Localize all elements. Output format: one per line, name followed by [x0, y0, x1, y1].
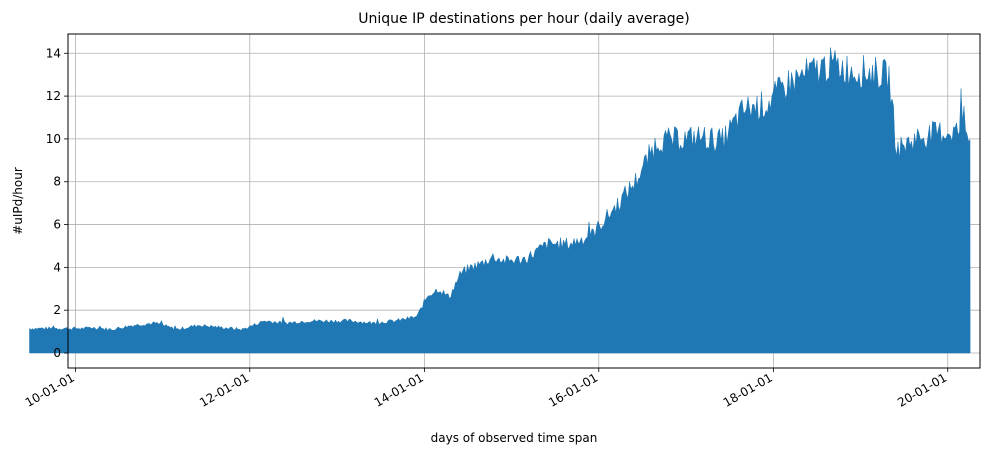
y-axis-label: #uIPd/hour [11, 167, 25, 235]
x-tick-label: 14-01-01 [372, 370, 426, 409]
series-area [29, 47, 971, 354]
x-tick-label: 12-01-01 [197, 370, 251, 409]
x-tick-label: 10-01-01 [23, 370, 77, 409]
x-tick-label: 18-01-01 [721, 370, 775, 409]
x-tick-label: 20-01-01 [895, 370, 949, 409]
y-tick-label: 4 [53, 260, 61, 274]
y-axis: 0 2 4 6 8 10 12 14 [46, 46, 68, 360]
y-tick-label: 6 [53, 218, 61, 232]
y-tick-label: 10 [46, 132, 61, 146]
y-tick-label: 12 [46, 89, 61, 103]
x-tick-label: 16-01-01 [546, 370, 600, 409]
x-axis: 10-01-01 12-01-01 14-01-01 16-01-01 18-01-01… [23, 368, 949, 410]
y-tick-label: 8 [53, 175, 61, 189]
plot-frame [67, 33, 981, 369]
x-axis-label: days of observed time span [431, 431, 598, 445]
y-tick-label: 2 [53, 303, 61, 317]
chart-title: Unique IP destinations per hour (daily a… [358, 11, 689, 27]
series-area-path [29, 47, 971, 354]
y-tick-label: 0 [53, 346, 61, 360]
y-tick-label: 14 [46, 46, 61, 60]
